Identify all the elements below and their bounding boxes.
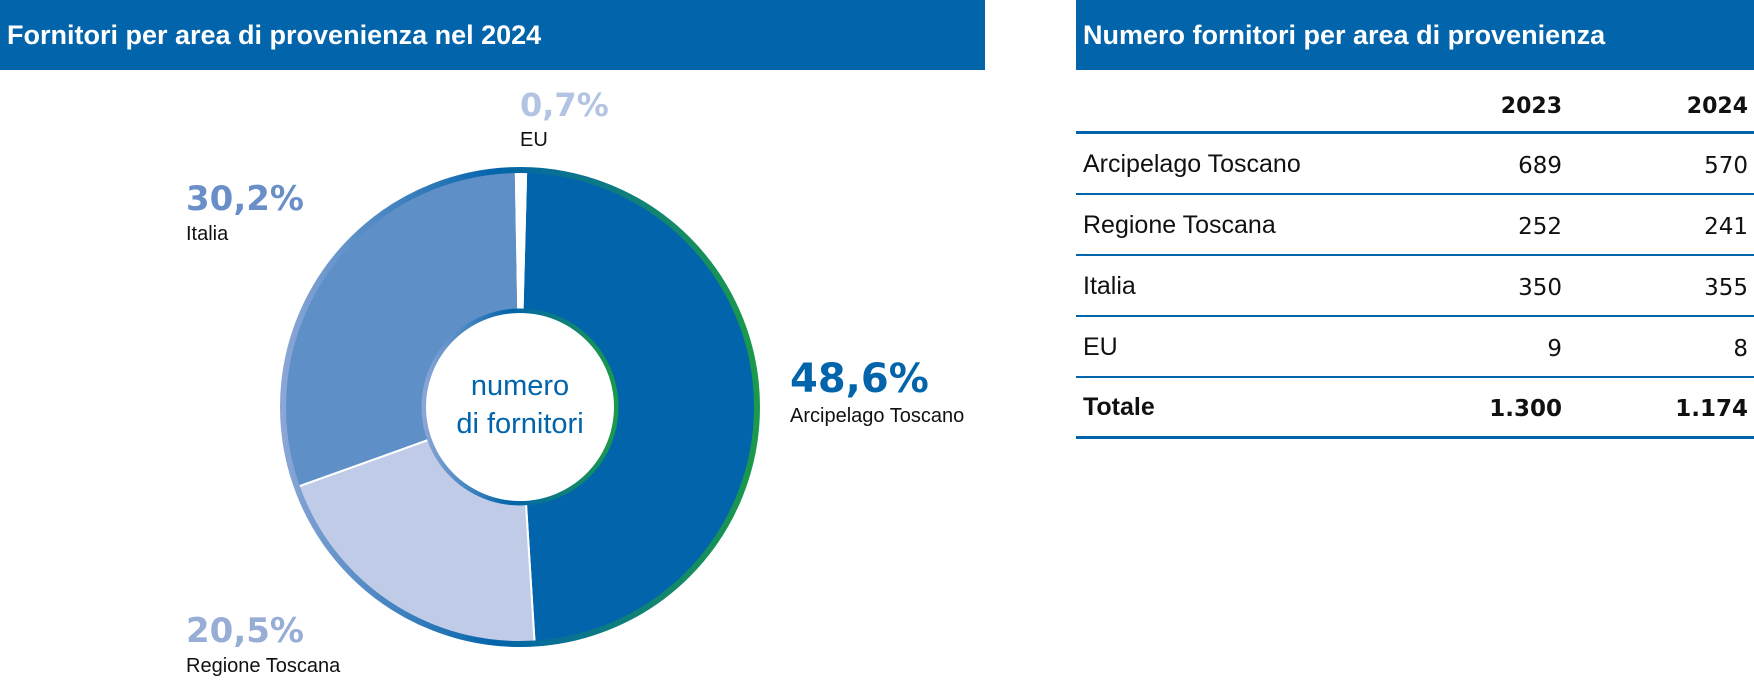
header-cell-2023: 2023 — [1500, 94, 1562, 119]
label-eu-text: EU — [520, 129, 548, 151]
row-label: EU — [1083, 333, 1118, 361]
label-regione-toscana-text: Regione Toscana — [186, 655, 341, 677]
table-row: Italia 350 355 — [1076, 256, 1754, 317]
table-row: Arcipelago Toscano 689 570 — [1076, 134, 1754, 195]
header-cell-2024: 2024 — [1686, 94, 1748, 119]
row-value-2024: 570 — [1704, 153, 1748, 179]
total-2024: 1.174 — [1675, 396, 1748, 422]
center-label-line2: di fornitori — [456, 408, 583, 440]
row-value-2023: 9 — [1547, 336, 1562, 362]
row-label: Arcipelago Toscano — [1083, 150, 1301, 178]
row-value-2023: 350 — [1518, 275, 1562, 301]
label-regione-toscana-percent: 20,5% — [186, 611, 304, 651]
label-eu-percent: 0,7% — [520, 86, 609, 124]
inner-rim — [421, 308, 619, 506]
total-label: Totale — [1083, 393, 1155, 421]
outer-rim — [280, 167, 760, 647]
center-label-line1: numero — [471, 370, 569, 402]
row-value-2023: 689 — [1518, 153, 1562, 179]
donut-chart: numero di fornitori 48,6% Arcipelago Tosc… — [186, 86, 964, 677]
table-header-row: 2023 2024 — [1076, 70, 1754, 134]
row-label: Italia — [1083, 272, 1136, 300]
row-value-2024: 8 — [1733, 336, 1748, 362]
donut-hole — [426, 313, 614, 501]
total-2023: 1.300 — [1489, 396, 1562, 422]
row-value-2023: 252 — [1518, 214, 1562, 240]
label-arcipelago-toscano-percent: 48,6% — [790, 356, 929, 402]
table-row: Regione Toscana 252 241 — [1076, 195, 1754, 256]
row-label: Regione Toscana — [1083, 211, 1276, 239]
row-value-2024: 241 — [1704, 214, 1748, 240]
table-title: Numero fornitori per area di provenienza — [1076, 0, 1754, 70]
table-row: EU 9 8 — [1076, 317, 1754, 378]
row-value-2024: 355 — [1704, 275, 1748, 301]
suppliers-table: 2023 2024 Arcipelago Toscano 689 570 Reg… — [1076, 70, 1754, 439]
label-italia-text: Italia — [186, 223, 229, 245]
label-arcipelago-toscano-text: Arcipelago Toscano — [790, 405, 964, 427]
table-total-row: Totale 1.300 1.174 — [1076, 378, 1754, 439]
chart-title: Fornitori per area di provenienza nel 20… — [0, 0, 985, 70]
label-italia-percent: 30,2% — [186, 179, 304, 219]
